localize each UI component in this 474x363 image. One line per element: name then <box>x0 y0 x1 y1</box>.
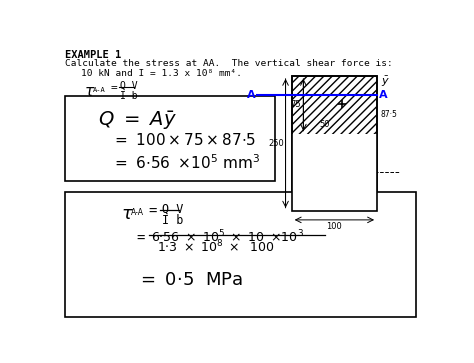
Text: =: = <box>148 205 157 219</box>
Text: I b: I b <box>120 90 137 101</box>
Text: $1{\cdot}3\ \times\ 10^8\ \times\ \ 100$: $1{\cdot}3\ \times\ 10^8\ \times\ \ 100$ <box>157 239 275 256</box>
Text: A-A: A-A <box>131 208 144 217</box>
Bar <box>292 134 377 211</box>
Text: 87·5: 87·5 <box>381 110 398 119</box>
Text: 10 kN and I = 1.3 x 10⁸ mm⁴.: 10 kN and I = 1.3 x 10⁸ mm⁴. <box>81 69 242 78</box>
Text: $\bar{y}$: $\bar{y}$ <box>381 75 390 89</box>
Text: A: A <box>379 90 387 100</box>
Text: $=\ 100 \times 75 \times 87{\cdot}5$: $=\ 100 \times 75 \times 87{\cdot}5$ <box>112 132 256 148</box>
Text: Calculate the stress at AA.  The vertical shear force is:: Calculate the stress at AA. The vertical… <box>65 59 393 68</box>
Text: 50: 50 <box>319 120 329 129</box>
Text: $\tau$: $\tau$ <box>121 205 134 223</box>
Text: =: = <box>137 232 145 245</box>
Text: $=\ 0{\cdot}5\ \ \mathrm{MPa}$: $=\ 0{\cdot}5\ \ \mathrm{MPa}$ <box>137 271 243 289</box>
Bar <box>65 192 416 317</box>
Bar <box>292 76 377 211</box>
Text: 100: 100 <box>327 222 342 231</box>
Text: Q V: Q V <box>162 203 183 216</box>
Bar <box>292 76 377 211</box>
Text: 75: 75 <box>291 100 301 109</box>
Text: $Q\ =\ A\bar{y}$: $Q\ =\ A\bar{y}$ <box>98 109 177 132</box>
Text: $\tau$: $\tau$ <box>84 83 95 99</box>
Text: I b: I b <box>162 214 183 227</box>
Text: A-A: A-A <box>92 87 105 93</box>
Text: $=\ 6{\cdot}56\ \times\!10^5\ \mathrm{mm}^3$: $=\ 6{\cdot}56\ \times\!10^5\ \mathrm{mm… <box>112 154 260 172</box>
Bar <box>65 96 275 181</box>
Text: $6{\cdot}56\ \times\ 10^5\ \times\ 10\ \times\!10^3$: $6{\cdot}56\ \times\ 10^5\ \times\ 10\ \… <box>151 228 303 245</box>
Text: 250: 250 <box>268 139 284 148</box>
Text: Q V: Q V <box>120 81 137 90</box>
Text: EXAMPLE 1: EXAMPLE 1 <box>65 50 122 60</box>
Text: A: A <box>246 90 255 100</box>
Text: =: = <box>110 83 117 93</box>
Bar <box>292 76 377 134</box>
